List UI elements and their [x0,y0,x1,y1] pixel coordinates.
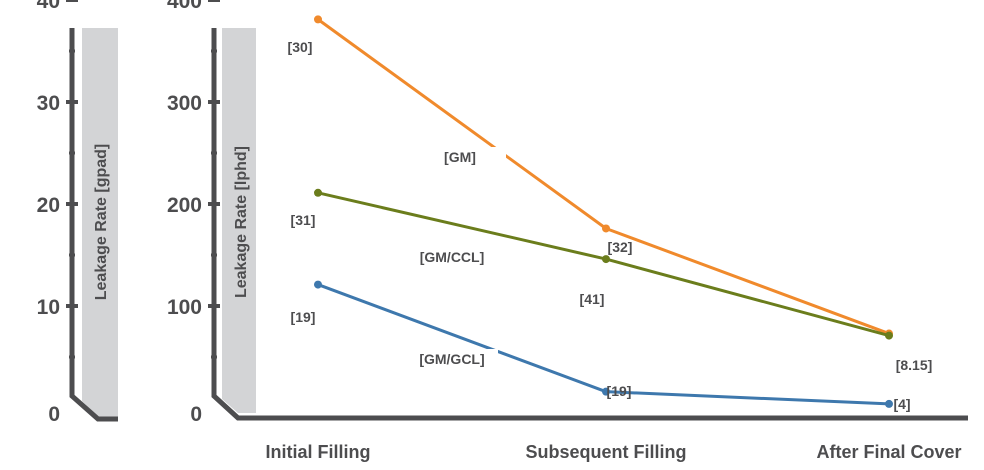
right-tick-label: 0 [190,403,202,426]
series-line [317,18,890,335]
data-point [885,331,893,340]
left-tick-label: 10 [37,296,60,319]
data-point-label: [31] [291,212,316,228]
data-point-label: [19] [291,309,316,325]
right-tick-label: 200 [167,194,202,217]
data-point [602,255,610,264]
series-label-backdrop [406,349,498,368]
data-point [602,224,610,233]
right-axis-title: Leakage Rate [lphd] [233,146,250,298]
series-name-label: [GM] [444,149,476,165]
series-name-label: [GM/CCL] [420,249,485,265]
left-axis-line [69,28,118,422]
series-name-label: [GM/GCL] [419,351,484,367]
data-point-label: [30] [288,39,313,55]
data-point-label: [4] [893,396,910,412]
data-point-label: [41] [580,291,605,307]
left-tick-label: 40 [37,0,60,13]
data-point-label: [19] [607,383,632,399]
right-tick-label: 100 [167,296,202,319]
x-category-label: Subsequent Filling [526,442,687,462]
data-point [314,188,322,197]
right-axis-line [211,28,968,421]
data-point-label: [32] [608,239,633,255]
data-point [602,387,610,396]
right-tick-label: 300 [167,92,202,115]
data-point-label: [8.15] [896,357,933,373]
data-point [314,280,322,289]
series-label-backdrop [414,147,506,166]
left-tick-label: 20 [37,194,60,217]
right-tick-label: 400 [167,0,202,13]
left-axis-band [82,28,118,417]
data-point [314,15,322,24]
data-point [885,399,893,408]
left-tick-label: 0 [48,403,60,426]
x-category-label: Initial Filling [266,442,371,462]
left-tick-label: 30 [37,92,60,115]
series-label-backdrop [406,247,498,266]
x-category-label: After Final Cover [816,442,961,462]
right-axis-band [222,28,256,413]
left-axis-title: Leakage Rate [gpad] [93,144,110,300]
series-line [317,191,890,338]
